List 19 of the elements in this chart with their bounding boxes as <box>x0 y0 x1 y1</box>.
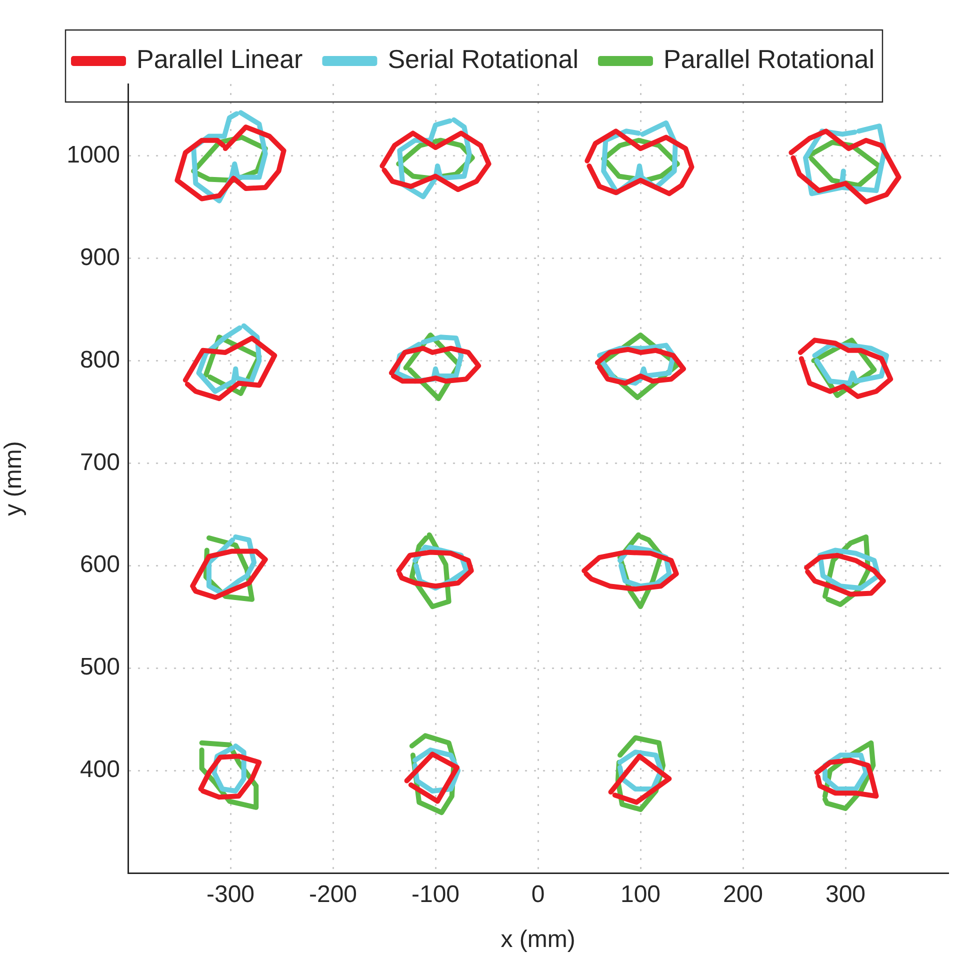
legend-label: Parallel Linear <box>136 44 304 74</box>
x-axis-title: x (mm) <box>500 926 576 954</box>
y-tick-label: 1000 <box>66 141 120 168</box>
legend-label: Parallel Rotational <box>663 44 874 74</box>
x-tick-label: -200 <box>308 881 358 908</box>
y-axis-title: y (mm) <box>0 441 28 516</box>
x-tick-label: 200 <box>722 881 764 908</box>
y-tick-label: 800 <box>80 346 120 374</box>
legend-label: Serial Rotational <box>388 44 578 74</box>
y-tick-label: 600 <box>80 551 120 578</box>
y-tick-label: 900 <box>80 244 120 271</box>
x-tick-label: 300 <box>825 881 866 908</box>
y-tick-label: 700 <box>80 448 120 476</box>
x-tick-label: -300 <box>206 881 255 908</box>
x-tick-label: 100 <box>620 881 661 908</box>
x-tick-label: -100 <box>411 881 460 908</box>
y-tick-label: 500 <box>80 654 120 681</box>
y-tick-label: 400 <box>80 756 120 784</box>
x-tick-label: 0 <box>531 881 545 908</box>
